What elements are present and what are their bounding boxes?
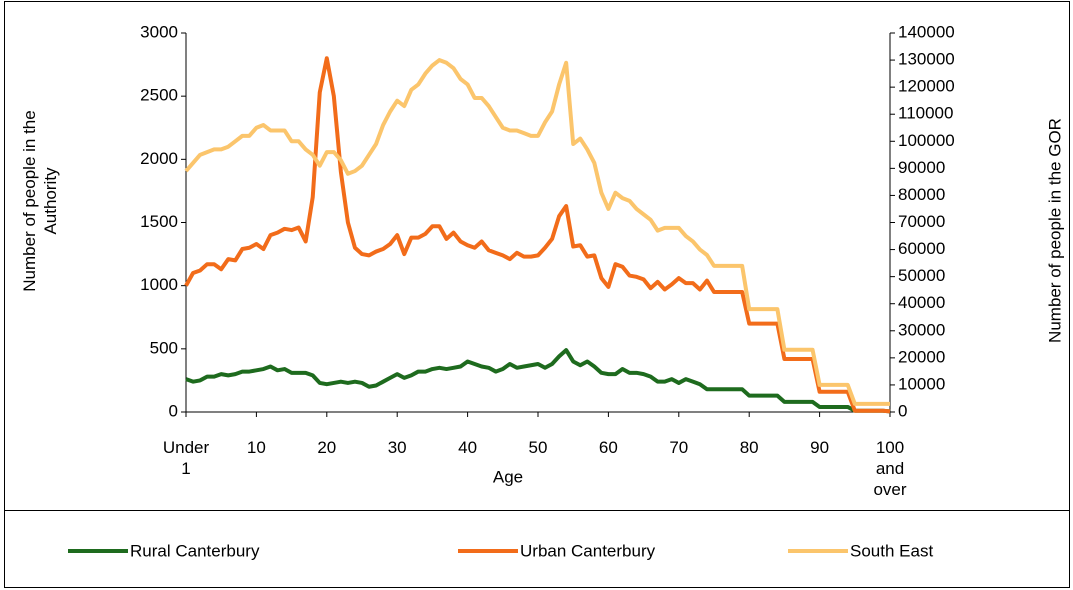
y2-tick-label: 130000: [898, 50, 955, 69]
x-tick-label: 100 and over: [873, 438, 907, 499]
y2-tick-label: 120000: [898, 77, 955, 96]
x-tick-label: 50: [528, 438, 548, 457]
y2-tick-label: 0: [898, 401, 907, 420]
legend-label: South East: [850, 541, 933, 560]
x-tick-label: 30: [387, 438, 407, 457]
y2-tick-label: 70000: [898, 212, 945, 231]
y2-tick-label: 140000: [898, 22, 955, 41]
y2-tick-label: 60000: [898, 239, 945, 258]
x-tick-label: 20: [317, 438, 337, 457]
y2-tick-label: 90000: [898, 158, 945, 177]
y-tick-label: 2000: [140, 149, 178, 168]
y-axis-label: Number of people in the Authority: [20, 110, 60, 292]
x-tick-label: 10: [246, 438, 266, 457]
y2-tick-label: 80000: [898, 185, 945, 204]
x-axis-label: Age: [493, 467, 523, 486]
series-line: [184, 58, 890, 406]
x-tick-label: 70: [669, 438, 689, 457]
y2-tick-label: 20000: [898, 347, 945, 366]
y-tick-label: 2500: [140, 86, 178, 105]
y2-tick-label: 30000: [898, 320, 945, 339]
legend-label: Rural Canterbury: [130, 541, 260, 560]
y2-axis-label: Number of people in the GOR: [1045, 118, 1065, 343]
y-tick-label: 0: [169, 401, 178, 420]
y-tick-label: 500: [150, 338, 178, 357]
x-tick-label: 40: [458, 438, 478, 457]
x-tick-label: 90: [810, 438, 830, 457]
chart-border: [4, 1, 1070, 588]
legend-label: Urban Canterbury: [520, 541, 656, 560]
x-tick-label: Under 1: [162, 438, 210, 478]
y-tick-label: 3000: [140, 22, 178, 41]
series-line: [185, 348, 891, 414]
y2-tick-label: 110000: [898, 104, 953, 123]
x-tick-label: 60: [598, 438, 618, 457]
y2-tick-label: 10000: [898, 374, 945, 393]
y-tick-label: 1000: [140, 275, 178, 294]
x-tick-label: 80: [739, 438, 759, 457]
y-tick-label: 1500: [140, 212, 178, 231]
y2-tick-label: 50000: [898, 266, 945, 285]
y2-tick-label: 40000: [898, 293, 945, 312]
series-line: [184, 56, 891, 414]
y2-tick-label: 100000: [898, 131, 955, 150]
